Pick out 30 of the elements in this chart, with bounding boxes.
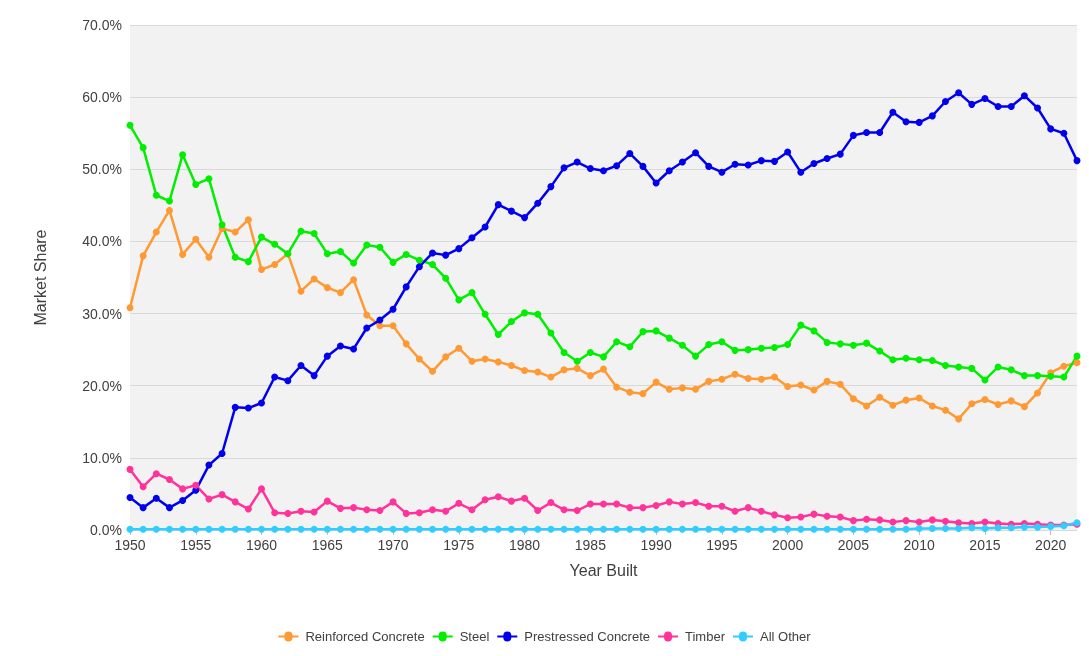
x-tick-label: 1960 (245, 537, 278, 553)
y-tick-label: 40.0% (82, 233, 122, 250)
x-tick-label: 1995 (706, 537, 738, 553)
y-tick-label: 70.0% (82, 17, 122, 33)
y-tick-label: 10.0% (82, 449, 122, 466)
x-tick-label: 1980 (509, 537, 541, 553)
legend-label: Prestressed Concrete (524, 629, 651, 644)
x-tick-label: 1990 (640, 537, 672, 553)
x-tick-label: 2015 (969, 537, 1001, 553)
legend-label: All Other (759, 629, 812, 644)
y-tick-label: 30.0% (82, 305, 122, 322)
x-tick-label: 1970 (377, 537, 409, 553)
y-axis-title: Market Share (31, 229, 49, 326)
legend-label: Steel (459, 629, 490, 644)
x-tick-label: 2020 (1035, 537, 1067, 553)
legend-label: Timber (685, 629, 726, 644)
y-tick-label: 60.0% (82, 89, 122, 106)
x-tick-label: 1950 (114, 537, 146, 553)
x-axis-title: Year Built (569, 561, 638, 579)
y-tick-label: 50.0% (82, 161, 122, 178)
x-tick-label: 1965 (311, 537, 344, 553)
x-tick-label: 2000 (772, 537, 804, 553)
x-tick-label: 1985 (574, 537, 607, 553)
y-tick-label: 0.0% (90, 522, 122, 538)
x-tick-label: 2010 (903, 537, 935, 553)
legend-label: Reinforced Concrete (305, 629, 425, 644)
x-tick-label: 2005 (837, 537, 870, 553)
x-tick-label: 1955 (180, 537, 212, 553)
x-tick-label: 1975 (443, 537, 475, 553)
y-tick-label: 20.0% (82, 377, 122, 394)
